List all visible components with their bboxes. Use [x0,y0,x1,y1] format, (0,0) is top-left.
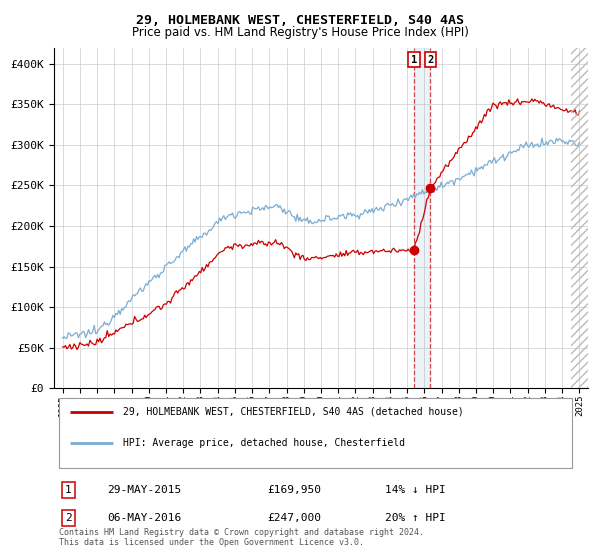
Text: 14% ↓ HPI: 14% ↓ HPI [385,484,446,494]
Text: HPI: Average price, detached house, Chesterfield: HPI: Average price, detached house, Ches… [124,438,406,448]
Text: 2: 2 [65,512,71,522]
Bar [414,48,430,388]
FancyBboxPatch shape [59,398,572,468]
Text: £169,950: £169,950 [268,484,322,494]
Text: 29, HOLMEBANK WEST, CHESTERFIELD, S40 4AS (detached house): 29, HOLMEBANK WEST, CHESTERFIELD, S40 4A… [124,407,464,417]
Text: 29, HOLMEBANK WEST, CHESTERFIELD, S40 4AS: 29, HOLMEBANK WEST, CHESTERFIELD, S40 4A… [136,14,464,27]
Text: 06-MAY-2016: 06-MAY-2016 [107,512,182,522]
Text: £247,000: £247,000 [268,512,322,522]
Text: 2: 2 [427,55,434,65]
Text: 1: 1 [65,484,71,494]
Text: 29-MAY-2015: 29-MAY-2015 [107,484,182,494]
Text: 1: 1 [411,55,418,65]
Text: 20% ↑ HPI: 20% ↑ HPI [385,512,446,522]
Text: Price paid vs. HM Land Registry's House Price Index (HPI): Price paid vs. HM Land Registry's House … [131,26,469,39]
Text: Contains HM Land Registry data © Crown copyright and database right 2024.
This d: Contains HM Land Registry data © Crown c… [59,528,424,547]
